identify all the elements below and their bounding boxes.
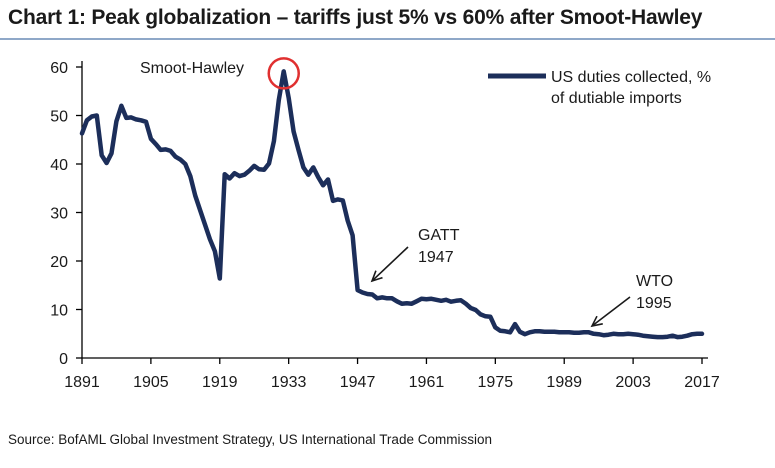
legend-label: US duties collected, % of dutiable import…: [551, 69, 711, 107]
annotation-gatt-year: 1947: [418, 249, 454, 266]
annotations: Smoot-Hawley GATT 1947 WTO 1995: [140, 57, 673, 328]
y-tick-label: 0: [59, 351, 68, 368]
y-tick-label: 10: [50, 303, 68, 320]
x-tick-label: 1919: [202, 374, 238, 391]
source-note: Source: BofAML Global Investment Strateg…: [8, 432, 492, 447]
smoot-hawley-circle: [267, 57, 300, 90]
wto-arrow: [590, 296, 631, 328]
x-tick-label: 2017: [684, 374, 720, 391]
x-tick-label: 2003: [615, 374, 651, 391]
annotation-wto-year: 1995: [636, 295, 672, 312]
x-axis: 1891 1905 1919 1933 1947 1961 1975 1989 2003 2017: [64, 358, 720, 391]
x-tick-label: 1891: [64, 374, 100, 391]
y-tick-label: 40: [50, 157, 68, 174]
annotation-smoot-hawley: Smoot-Hawley: [140, 60, 244, 77]
y-axis: 0 10 20 30 40 50 60: [50, 60, 82, 368]
x-tick-label: 1989: [546, 374, 582, 391]
gatt-arrow: [370, 246, 409, 283]
x-tick-label: 1961: [409, 374, 445, 391]
axis-lines: [81, 61, 708, 359]
series-line-us-duties: [79, 69, 705, 340]
y-tick-label: 50: [50, 109, 68, 126]
chart-title: Chart 1: Peak globalization – tariffs ju…: [8, 6, 703, 29]
legend: US duties collected, % of dutiable import…: [488, 69, 711, 107]
x-tick-label: 1905: [133, 374, 169, 391]
y-tick-label: 60: [50, 60, 68, 77]
x-tick-label: 1933: [271, 374, 307, 391]
x-tick-label: 1947: [340, 374, 376, 391]
y-tick-label: 20: [50, 254, 68, 271]
annotation-wto: WTO: [636, 273, 673, 290]
x-tick-label: 1975: [478, 374, 514, 391]
y-tick-label: 30: [50, 206, 68, 223]
annotation-gatt: GATT: [418, 227, 460, 244]
title-divider: [0, 38, 775, 40]
